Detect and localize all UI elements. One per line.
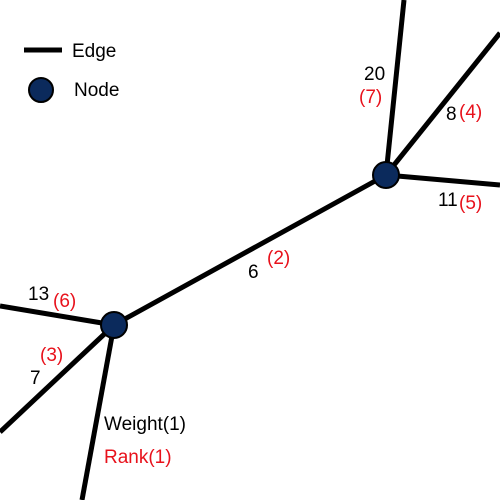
edge-weight-label: 13 [28,284,49,305]
edge-weight-label: 11 [438,190,458,211]
edge-rank-label: Rank(1) [104,447,172,468]
legend-edge-label: Edge [72,41,116,62]
edge-weight-label: 7 [30,368,41,389]
edge-a-b [112,172,388,328]
edge-rank-label: (7) [359,87,382,108]
edge-rank-label: (5) [459,193,482,214]
nodes [100,161,400,339]
edge-a-lower-left [0,323,116,434]
edge-labels: 6 (2) 13 (6) (3) 7 Weight(1) Rank(1) 20 … [28,64,482,468]
legend: Edge Node [24,41,119,103]
edge-rank-label: (4) [459,102,482,123]
legend-node-swatch [28,77,54,103]
edge-b-upper-right [384,31,500,177]
edge-weight-label: 8 [446,104,457,125]
edge-rank-label: (2) [267,248,290,269]
graph-node [100,311,128,339]
legend-node-label: Node [74,80,119,101]
edge-rank-label: (3) [40,345,63,366]
edge-weight-label: 20 [364,64,385,85]
edge-weight-label: Weight(1) [104,414,186,435]
edge-rank-label: (6) [53,291,76,312]
edge-weight-label: 6 [248,262,259,283]
edge-b-top [383,0,407,176]
edge-a-left [0,303,115,328]
graph-node [372,161,400,189]
edge-a-bottom [79,324,117,500]
edge-b-right [385,172,500,188]
